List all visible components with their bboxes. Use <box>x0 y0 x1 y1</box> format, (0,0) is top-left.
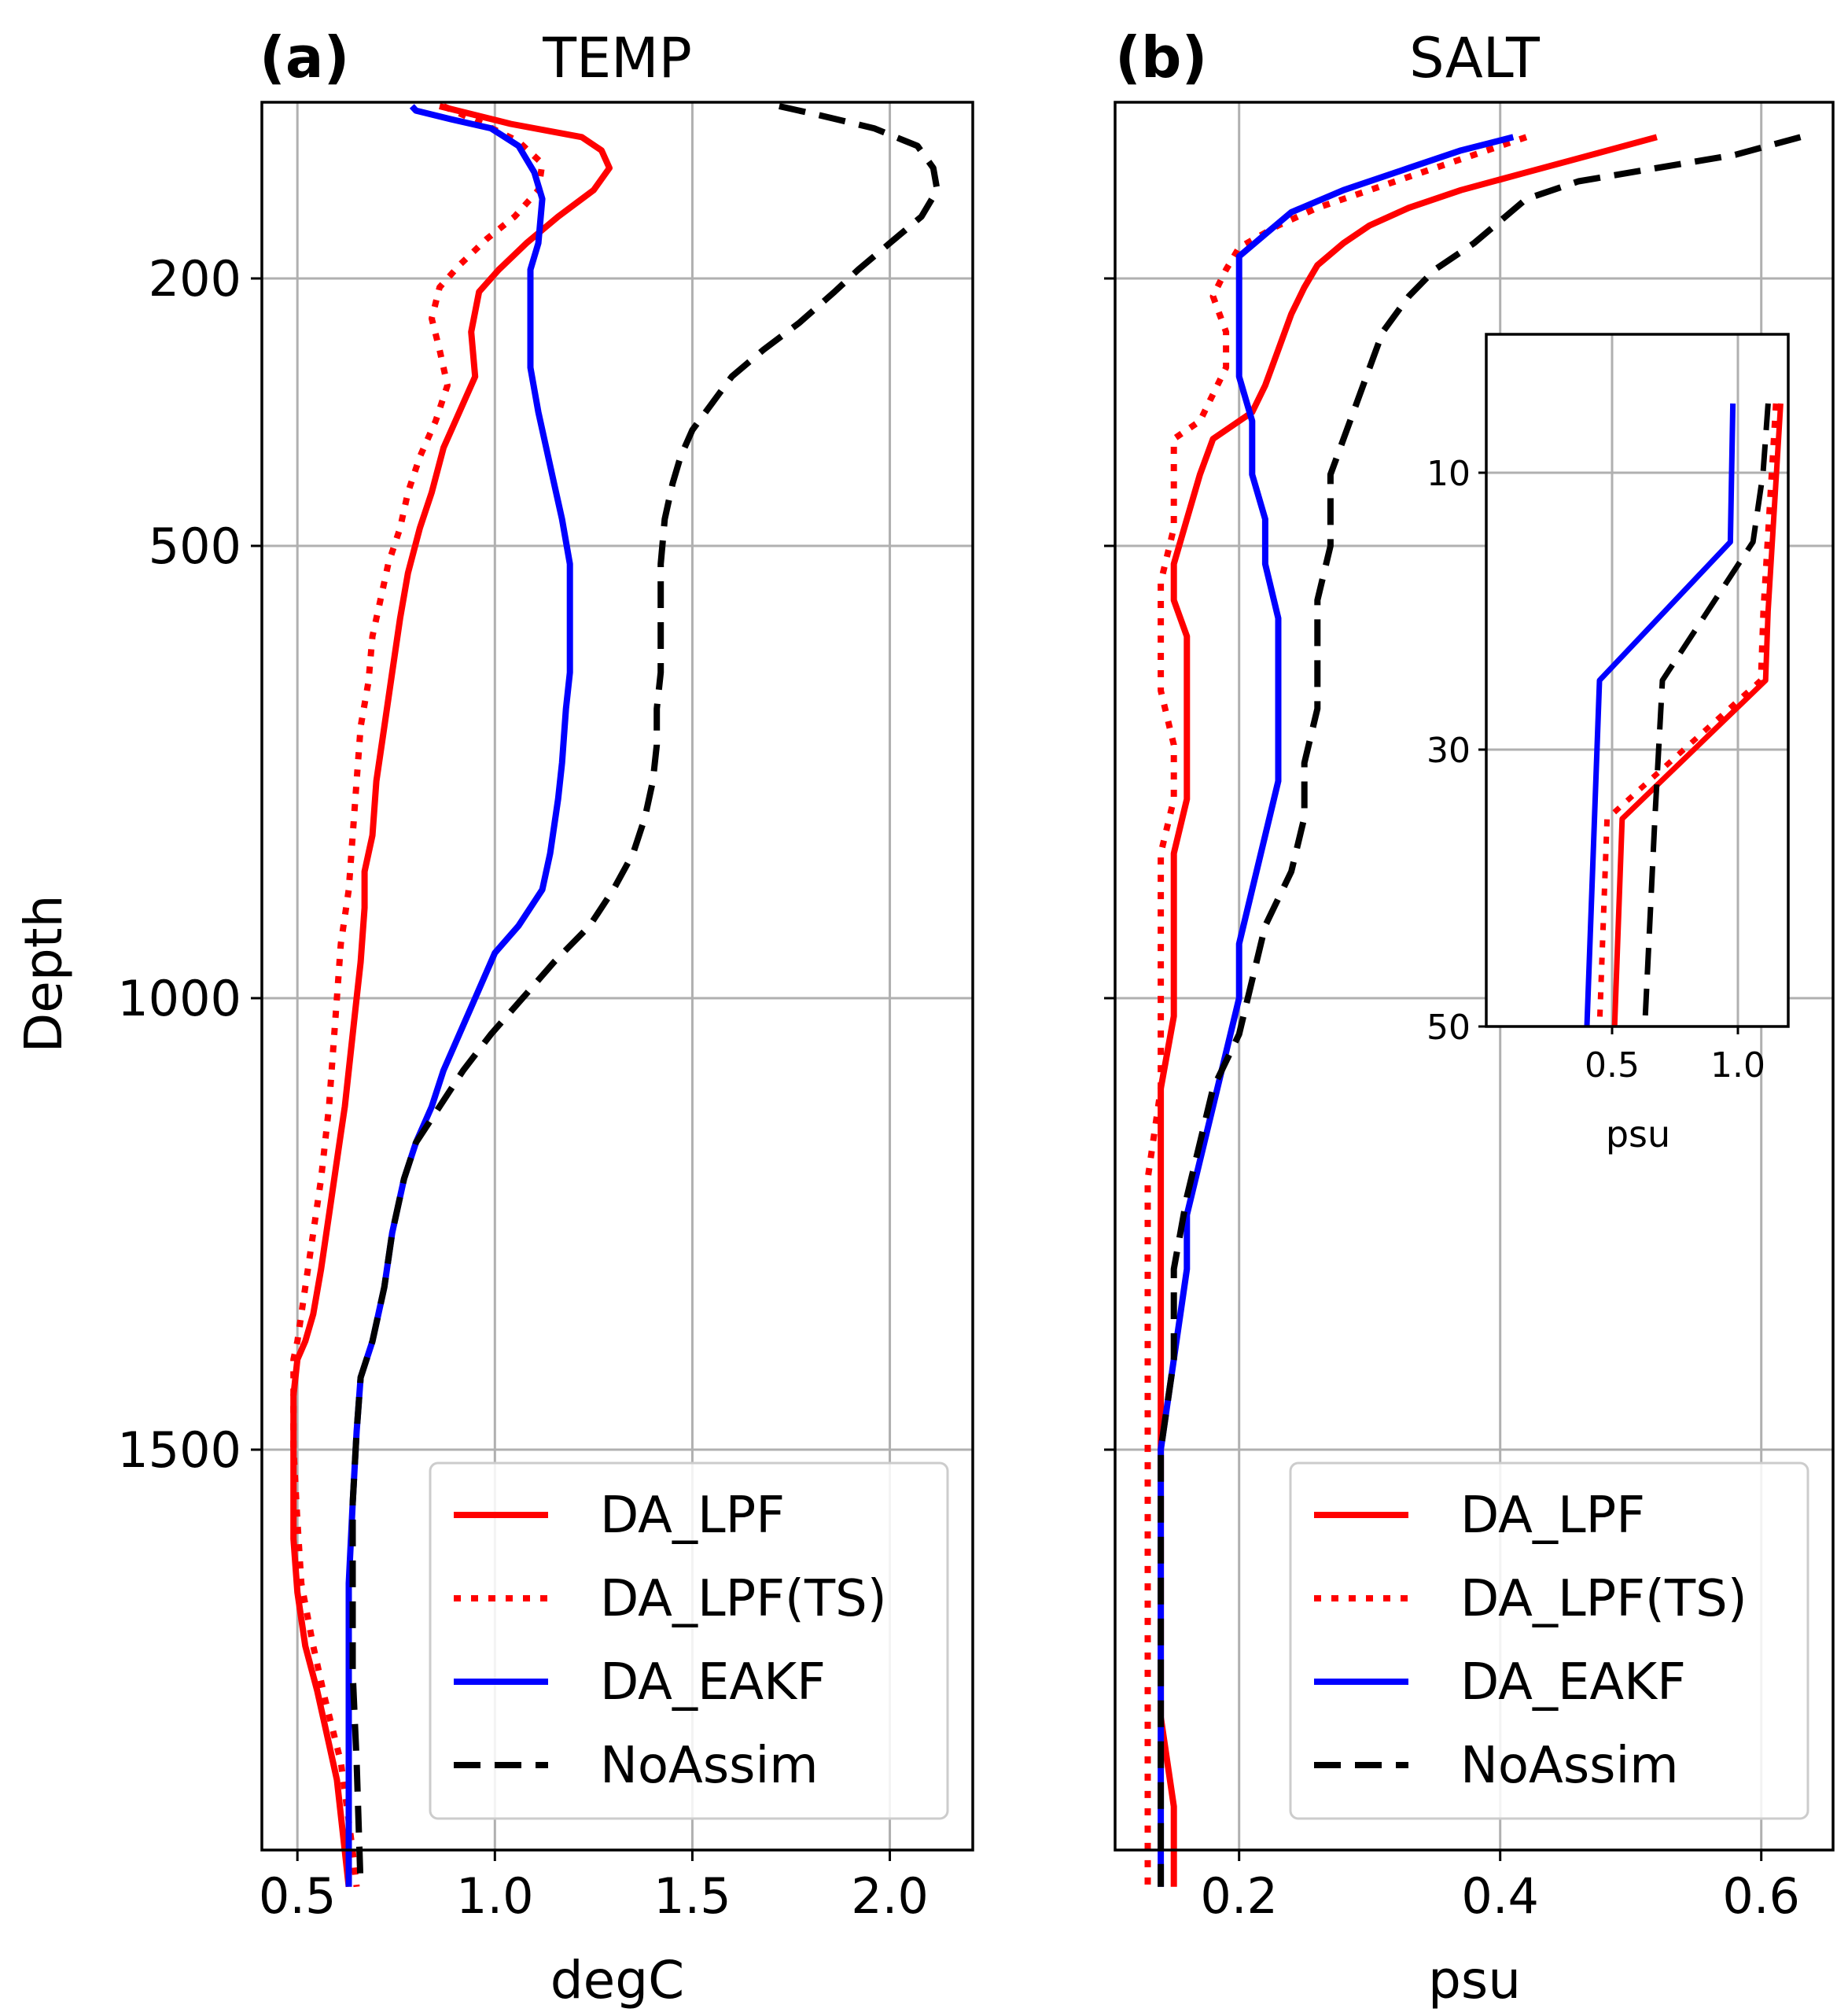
panel-a-xtick-label: 2.0 <box>851 1867 929 1925</box>
panel-a-series-noassim <box>349 103 941 1887</box>
panel-b-legend-box <box>1289 1461 1809 1820</box>
inset-series-da-lpf <box>1611 403 1784 1027</box>
panel-b-series-da-eakf <box>1158 134 1515 1887</box>
panel-a-ytick-label: 1500 <box>117 1421 241 1479</box>
panel-a-legend-label-da-eakf: DA_EAKF <box>600 1653 826 1712</box>
inset-series-noassim <box>1642 403 1771 1027</box>
panel-a-label: (a) <box>260 24 349 90</box>
panel-b-legend-label-da-lpf: DA_LPF <box>1460 1487 1645 1545</box>
inset-ytick-label: 50 <box>1426 1008 1471 1048</box>
panel-b-legend-label-noassim: NoAssim <box>1460 1737 1679 1795</box>
panel-b-xlabel: psu <box>1428 1950 1521 2010</box>
panel-b-xtick-label: 0.4 <box>1461 1867 1539 1925</box>
panel-b-salt: 0.2 0.4 0.6 (b) SALT psu DA_LPFDA_LPF(TS)D… <box>1104 24 1835 2010</box>
inset-ytick-label: 10 <box>1426 454 1471 494</box>
panel-a-temp: 0.5 1.0 1.5 2.0 200 500 1000 1500 (a) TEMP degC… <box>13 24 974 2010</box>
inset-series-da-lpf-ts <box>1596 403 1779 1027</box>
panel-a-ylabel: Depth <box>13 894 74 1052</box>
panel-a-frame <box>260 101 974 1852</box>
panel-b-inset: 0.5 1.0 10 30 50 psu <box>1426 333 1790 1155</box>
panel-b-series-da-lpf <box>1158 134 1658 1887</box>
panel-a-xtick-label: 1.5 <box>653 1867 731 1925</box>
inset-xlabel: psu <box>1606 1113 1670 1155</box>
panel-b-title: SALT <box>1409 26 1540 90</box>
panel-b-frame <box>1114 101 1835 1852</box>
panel-a-ytick-label: 1000 <box>117 970 241 1027</box>
panel-a-legend: DA_LPF DA_LPF(TS) DA_EAKF NoAssim <box>429 1461 949 1820</box>
panel-a-legend-label-da-lpf-ts: DA_LPF(TS) <box>600 1570 887 1628</box>
inset-series-da-eakf <box>1584 403 1736 1027</box>
inset-frame <box>1485 333 1790 1028</box>
panel-b-xtick-label: 0.2 <box>1200 1867 1278 1925</box>
inset-xtick-label: 1.0 <box>1710 1045 1765 1085</box>
inset-ytick-label: 30 <box>1426 731 1471 771</box>
panel-b-series-noassim <box>1158 134 1802 1887</box>
panel-a-ytick-label: 500 <box>149 518 241 575</box>
panel-a-xlabel: degC <box>550 1950 684 2010</box>
panel-b-legend: DA_LPF DA_LPF(TS) DA_EAKF NoAssim <box>1289 1461 1809 1820</box>
panel-a-xtick-label: 0.5 <box>259 1867 337 1925</box>
panel-a-ytick-label: 200 <box>149 250 241 308</box>
panel-b-series-da-lpf-ts <box>1144 134 1528 1887</box>
panel-a-series-da-lpf <box>290 103 613 1888</box>
panel-b-label: (b) <box>1115 24 1207 90</box>
panel-a-legend-label-da-lpf: DA_LPF <box>600 1487 785 1545</box>
panel-a-xtick-label: 1.0 <box>456 1867 534 1925</box>
panel-a-legend-box <box>429 1461 949 1820</box>
panel-b-legend-label-da-lpf-ts: DA_LPF(TS) <box>1460 1570 1747 1628</box>
panel-b-legend-label-da-eakf: DA_EAKF <box>1460 1653 1686 1712</box>
inset-xtick-label: 0.5 <box>1585 1045 1640 1085</box>
panel-b-xtick-label: 0.6 <box>1722 1867 1800 1925</box>
panel-a-title: TEMP <box>542 26 692 90</box>
panel-a-legend-label-noassim: NoAssim <box>600 1737 819 1795</box>
